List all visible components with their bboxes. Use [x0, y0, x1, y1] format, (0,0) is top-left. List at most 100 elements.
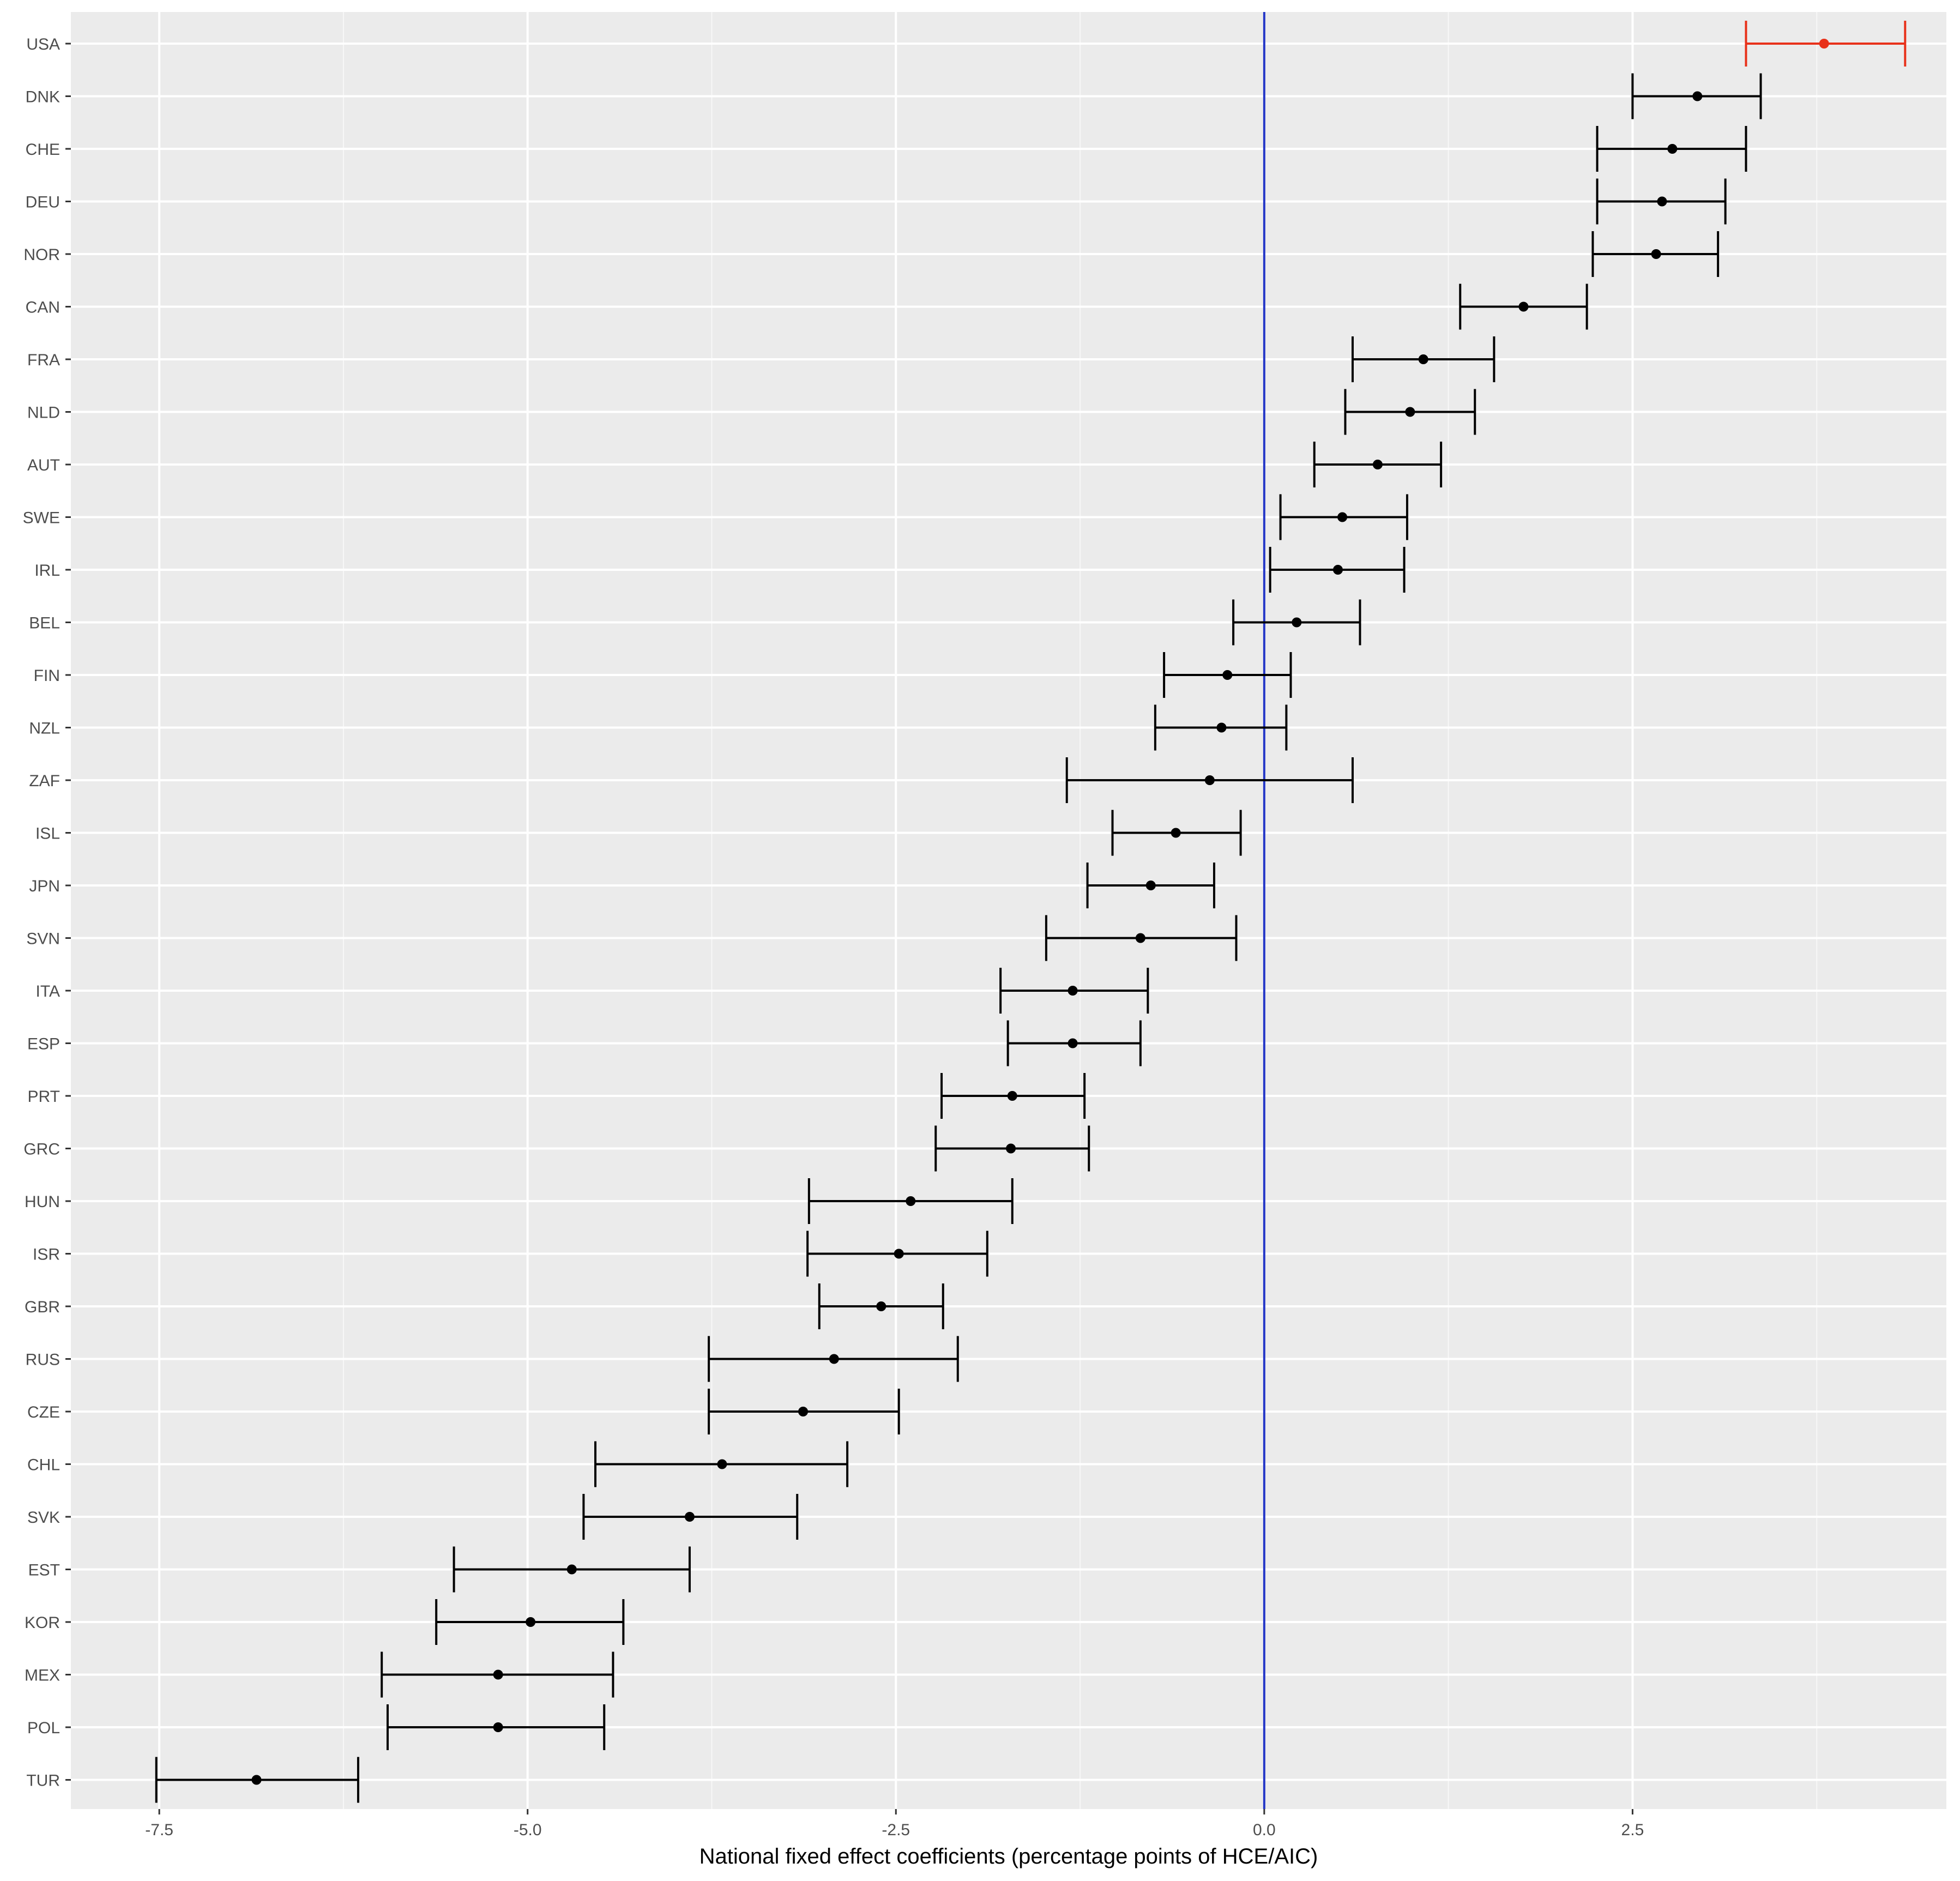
y-tick-label: SVK [27, 1509, 60, 1527]
errorbar-can [1459, 284, 1588, 330]
y-tick-label: AUT [27, 456, 60, 474]
y-tick-label: MEX [25, 1667, 60, 1685]
point-estimate [684, 1512, 695, 1522]
errorbar-nzl [1154, 704, 1288, 751]
point-estimate [798, 1407, 809, 1416]
point-estimate [1145, 881, 1156, 890]
point-estimate [1405, 407, 1415, 417]
y-tick-label: ESP [27, 1035, 60, 1053]
y-tick-label: DEU [26, 194, 60, 212]
y-tick-label: CZE [27, 1403, 60, 1421]
y-tick-label: TUR [26, 1772, 60, 1790]
x-tick-label: -5.0 [514, 1821, 542, 1839]
y-tick-label: ISR [33, 1246, 60, 1264]
y-tick-label: FIN [34, 667, 60, 685]
errorbar-pol [386, 1704, 606, 1750]
plot-panel [71, 12, 1946, 1809]
errorbar-nor [1591, 231, 1720, 277]
y-tick-label: JPN [29, 877, 60, 895]
y-tick-label: NLD [27, 404, 60, 422]
point-estimate [829, 1354, 839, 1364]
errorbar-bel [1232, 599, 1361, 646]
point-estimate [493, 1722, 503, 1732]
point-estimate [1135, 933, 1145, 943]
error-bars [155, 21, 1907, 1803]
point-estimate [1204, 775, 1215, 785]
point-estimate [1171, 828, 1181, 838]
errorbar-kor [435, 1599, 625, 1645]
point-estimate [1007, 1091, 1017, 1101]
y-tick-label: DNK [26, 88, 60, 106]
point-estimate [1006, 1143, 1016, 1154]
point-estimate [1222, 670, 1233, 680]
y-tick-label: HUN [25, 1193, 60, 1211]
errorbar-usa [1745, 21, 1907, 67]
errorbar-ita [999, 968, 1149, 1014]
errorbar-deu [1596, 178, 1727, 225]
y-tick-label: ZAF [29, 772, 60, 790]
errorbar-est [453, 1546, 691, 1593]
point-estimate [1216, 722, 1227, 733]
errorbar-chl [594, 1441, 849, 1487]
errorbar-svk [582, 1494, 799, 1540]
errorbar-tur [155, 1757, 359, 1803]
point-estimate [251, 1775, 262, 1785]
errorbar-esp [1006, 1020, 1142, 1066]
point-estimate [1657, 196, 1667, 207]
errorbar-isl [1111, 810, 1242, 856]
y-tick-label: BEL [29, 614, 60, 632]
errorbar-gbr [818, 1283, 944, 1329]
y-axis: USA DNK CHE DEU NOR CAN FRA NLD AUT SWE IRL BEL FIN N… [23, 35, 71, 1790]
x-axis-title: National fixed effect coefficients (perc… [699, 1844, 1318, 1868]
point-estimate [1068, 986, 1078, 996]
errorbar-fra [1351, 336, 1495, 382]
y-tick-label: ITA [36, 982, 60, 1000]
errorbar-che [1596, 126, 1747, 172]
point-estimate [1819, 39, 1829, 49]
point-estimate [526, 1617, 536, 1627]
errorbar-fin [1163, 652, 1292, 698]
errorbar-aut [1313, 442, 1443, 487]
y-tick-label: SWE [23, 509, 60, 527]
x-tick-label: 2.5 [1621, 1821, 1644, 1839]
y-tick-label: EST [28, 1562, 60, 1579]
point-estimate [906, 1196, 916, 1206]
y-tick-label: PRT [28, 1088, 60, 1106]
point-estimate [1372, 460, 1383, 469]
x-tick-label: -2.5 [882, 1821, 910, 1839]
y-tick-label: NZL [29, 720, 60, 738]
y-tick-label: NOR [23, 246, 60, 264]
point-estimate [1337, 512, 1348, 522]
errorbar-hun [807, 1178, 1014, 1224]
y-tick-label: CHL [27, 1456, 60, 1474]
y-tick-label: POL [27, 1719, 60, 1737]
errorbar-irl [1269, 547, 1406, 593]
y-tick-label: RUS [26, 1351, 60, 1369]
x-tick-label: -7.5 [145, 1821, 173, 1839]
y-tick-label: ISL [35, 825, 60, 843]
errorbar-rus [708, 1336, 959, 1382]
y-tick-label: GBR [25, 1298, 60, 1316]
y-tick-label: SVN [26, 930, 60, 948]
y-tick-label: IRL [34, 562, 60, 580]
errorbar-zaf [1065, 757, 1354, 803]
errorbar-prt [940, 1073, 1086, 1119]
point-estimate [566, 1564, 577, 1575]
x-axis: -7.5 -5.0 -2.5 0.0 2.5 [145, 1809, 1644, 1839]
y-tick-label: CAN [26, 299, 60, 317]
point-estimate [493, 1669, 503, 1680]
errorbar-jpn [1086, 863, 1215, 908]
errorbar-swe [1279, 494, 1408, 540]
point-estimate [894, 1249, 904, 1259]
errorbar-cze [708, 1389, 900, 1434]
point-estimate [1667, 144, 1678, 154]
errorbar-grc [934, 1125, 1090, 1172]
x-tick-label: 0.0 [1253, 1821, 1276, 1839]
point-estimate [1292, 617, 1302, 628]
point-estimate [876, 1301, 886, 1311]
errorbar-mex [381, 1651, 614, 1698]
errorbar-dnk [1631, 73, 1762, 119]
y-tick-label: USA [26, 35, 60, 53]
